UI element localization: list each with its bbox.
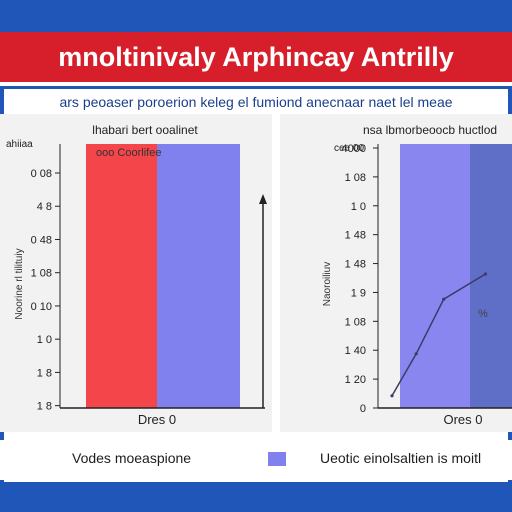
window-frame-bottom — [0, 482, 512, 512]
left-y-tick-label: 0 10 — [31, 301, 52, 313]
right-chart-panel: 4000 1 08 1 0 1 48 1 48 1 9 1 08 1 40 1 20 0 nsa … — [280, 114, 512, 432]
right-point-2 — [442, 297, 446, 301]
right-y-tick-label: 1 9 — [351, 287, 366, 299]
right-point-3 — [483, 272, 488, 276]
right-y-tick-label: 0 — [360, 403, 366, 415]
right-band-1 — [470, 144, 512, 408]
right-y-axis-label: Naoroiliuv — [322, 262, 333, 306]
left-bar-0 — [86, 144, 157, 408]
right-y-tick-label: 1 08 — [345, 316, 366, 328]
left-chart-annotation: ooo Coorlifee — [96, 147, 161, 159]
left-y-tick-label: 1 8 — [37, 367, 52, 379]
page-title: mnoltinivaly Arphincay Antrilly — [0, 32, 512, 86]
legend-swatch — [268, 452, 286, 466]
title-divider — [0, 86, 512, 89]
left-y-axis-label: Noorine rl tilituiy — [14, 248, 25, 319]
left-bar-1 — [157, 144, 240, 408]
right-band-0 — [400, 144, 470, 408]
legend-left-label: Vodes moeaspione — [72, 450, 192, 466]
right-point-1 — [414, 352, 418, 356]
right-y-tick-label: 4000 — [342, 143, 366, 155]
left-x-category-label: Dres 0 — [138, 412, 176, 427]
left-chart-title: lhabari bert ooalinet — [92, 123, 198, 137]
left-y-tick-label: 1 08 — [31, 268, 52, 280]
left-chart-panel: 0 08 4 8 0 48 1 08 0 10 1 0 1 8 1 8 lhabari ber… — [0, 114, 272, 432]
page-subtitle: ars peoaser poroerion keleg el fumiond a… — [59, 94, 453, 110]
right-y-tick-label: 1 0 — [351, 201, 366, 213]
left-y-tick-label: 1 8 — [37, 401, 52, 413]
right-chart-annotation: % — [478, 308, 488, 320]
left-y-tick-label: 1 0 — [37, 334, 52, 346]
legend-right-label: Ueotic einolsaltien is moitl — [320, 450, 482, 466]
right-chart-title: nsa lbmorbeoocb huctlod — [363, 123, 497, 137]
right-y-tick-label: 1 08 — [345, 172, 366, 184]
left-y-tick-label: 0 48 — [31, 234, 52, 246]
right-y-axis-top-label: cee 00 — [334, 143, 364, 154]
chart-legend: Vodes moeaspione Ueotic einolsaltien is … — [0, 440, 512, 480]
right-y-tick-label: 1 40 — [345, 345, 366, 357]
left-chart: 0 08 4 8 0 48 1 08 0 10 1 0 1 8 1 8 lhabari ber… — [6, 123, 267, 427]
right-y-tick-label: 1 48 — [345, 230, 366, 242]
right-point-0 — [390, 394, 394, 398]
right-y-tick-label: 1 20 — [345, 374, 366, 386]
right-series-line — [391, 273, 486, 397]
right-x-category-label: Ores 0 — [443, 412, 482, 427]
left-axis-arrow — [259, 194, 267, 204]
left-y-tick-label: 0 08 — [31, 168, 52, 180]
right-chart: 4000 1 08 1 0 1 48 1 48 1 9 1 08 1 40 1 20 0 nsa … — [322, 123, 512, 427]
right-y-tick-label: 1 48 — [345, 259, 366, 271]
left-y-tick-label: 4 8 — [37, 201, 52, 213]
left-y-axis-top-label: ahiiaa — [6, 139, 33, 150]
window-frame-top — [0, 0, 512, 32]
